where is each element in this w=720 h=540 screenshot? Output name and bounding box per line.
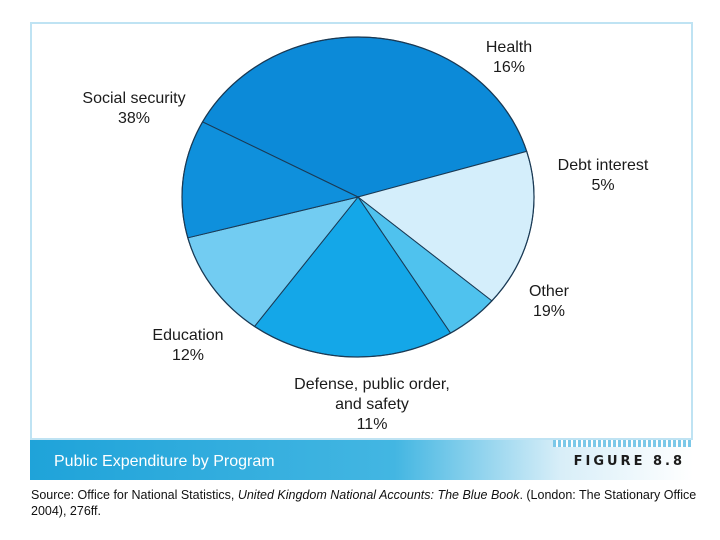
slice-label: Education 12% [152, 327, 223, 364]
source-suffix: . (London: The Stationary Office 2004), … [31, 488, 697, 518]
slice-value-label: 19% [533, 303, 565, 320]
pie-chart: Social security 38% Health 16% Debt interest… [82, 36, 649, 433]
slice-value-label: 38% [118, 110, 150, 127]
slice-label: Health 16% [486, 39, 532, 76]
slice-label: Other 19% [529, 283, 570, 320]
caption-stripes [553, 440, 693, 447]
slice-value-label: 12% [172, 347, 204, 364]
source-prefix: Source: Office for National Statistics, [31, 488, 238, 502]
figure-label: FIGURE 8.8 [573, 454, 685, 469]
slice-name-label: Defense, public order, [294, 376, 450, 393]
chart-title: Public Expenditure by Program [54, 453, 275, 470]
slice-value-label: 5% [591, 177, 614, 194]
slice-name-label: Other [529, 283, 570, 300]
source-book-title: United Kingdom National Accounts: The Bl… [237, 488, 520, 502]
slice-value-label: 11% [357, 416, 388, 433]
slice-value-label: 16% [493, 59, 525, 76]
slice-name-label: Education [152, 327, 223, 344]
slice-label: Debt interest 5% [558, 157, 649, 194]
pie-outline [181, 36, 535, 358]
caption-bar: Public Expenditure by Program FIGURE 8.8 [30, 440, 693, 480]
slice-name-label: Health [486, 39, 532, 56]
slice-label: Defense, public order, and safety 11% [294, 376, 450, 433]
slice-name-label: Debt interest [558, 157, 649, 174]
slice-name-label: Social security [82, 90, 185, 107]
slice-name-label: and safety [335, 396, 409, 413]
slice-label: Social security 38% [82, 90, 185, 127]
source-note: Source: Office for National Statistics, … [31, 487, 701, 519]
